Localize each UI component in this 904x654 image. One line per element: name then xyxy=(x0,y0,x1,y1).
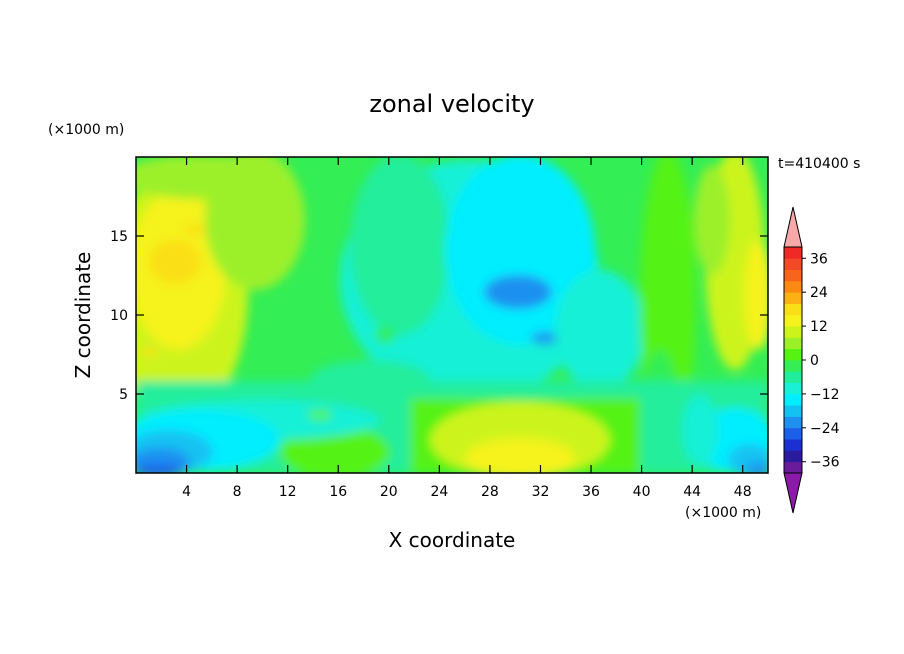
y-axis-label: Z coordinate xyxy=(71,252,95,379)
x-tick-label: 36 xyxy=(582,484,600,500)
colorbar-swatch xyxy=(784,258,802,270)
colorbar-tick-label: −36 xyxy=(810,455,840,471)
x-tick-label: 12 xyxy=(279,484,297,500)
chart-title: zonal velocity xyxy=(369,90,534,118)
colorbar-swatch xyxy=(784,269,802,282)
colorbar-tick-label: −12 xyxy=(810,387,840,403)
x-tick-label: 40 xyxy=(633,484,651,500)
x-unit-label: (×1000 m) xyxy=(685,505,761,521)
colorbar-swatch xyxy=(784,427,802,440)
colorbar-swatch xyxy=(784,326,802,338)
colorbar-tick-label: 24 xyxy=(810,285,828,301)
colorbar-swatch xyxy=(784,450,802,463)
y-tick-label: 5 xyxy=(119,387,128,403)
x-axis-ticks: 4 8 12 16 20 24 28 32 36 40 44 48 xyxy=(182,157,752,500)
x-tick-label: 48 xyxy=(734,484,752,500)
x-tick-label: 28 xyxy=(481,484,499,500)
time-label: t=410400 s xyxy=(778,156,860,172)
y-tick-label: 10 xyxy=(110,308,128,324)
colorbar-swatch xyxy=(784,314,802,327)
colorbar-swatch xyxy=(784,439,802,451)
x-tick-label: 20 xyxy=(380,484,398,500)
contour-field xyxy=(136,157,768,473)
colorbar-swatch xyxy=(784,303,802,316)
x-axis-label: X coordinate xyxy=(389,528,516,552)
x-tick-label: 4 xyxy=(182,484,191,500)
colorbar-swatch xyxy=(784,382,802,395)
y-axis-ticks: 5 10 15 xyxy=(110,229,768,403)
colorbar-over-arrow xyxy=(783,206,803,248)
colorbar-swatch xyxy=(784,371,802,383)
colorbar-tick-label: −24 xyxy=(810,421,840,437)
x-tick-label: 8 xyxy=(233,484,242,500)
colorbar-swatch xyxy=(784,461,802,474)
colorbar-swatch xyxy=(784,247,802,259)
colorbar-swatch xyxy=(784,393,802,406)
colorbar-swatch xyxy=(784,348,802,361)
x-tick-label: 44 xyxy=(683,484,701,500)
colorbar-swatch xyxy=(784,337,802,350)
colorbar-under-arrow xyxy=(783,472,803,514)
colorbar-swatch xyxy=(784,280,802,293)
y-unit-label: (×1000 m) xyxy=(48,122,124,138)
colorbar-swatch xyxy=(784,360,802,372)
y-tick-label: 15 xyxy=(110,229,128,245)
colorbar-swatch xyxy=(784,292,802,304)
colorbar-tick-label: 0 xyxy=(810,353,819,369)
colorbar-tick-label: 36 xyxy=(810,251,828,267)
colorbar-tick-label: 12 xyxy=(810,319,828,335)
colorbar-swatch xyxy=(784,405,802,417)
colorbar-swatch xyxy=(784,416,802,429)
x-tick-label: 32 xyxy=(532,484,550,500)
x-tick-label: 16 xyxy=(329,484,347,500)
colorbar: 36 24 12 0 −12 −24 −36 xyxy=(783,206,840,514)
x-tick-label: 24 xyxy=(430,484,448,500)
